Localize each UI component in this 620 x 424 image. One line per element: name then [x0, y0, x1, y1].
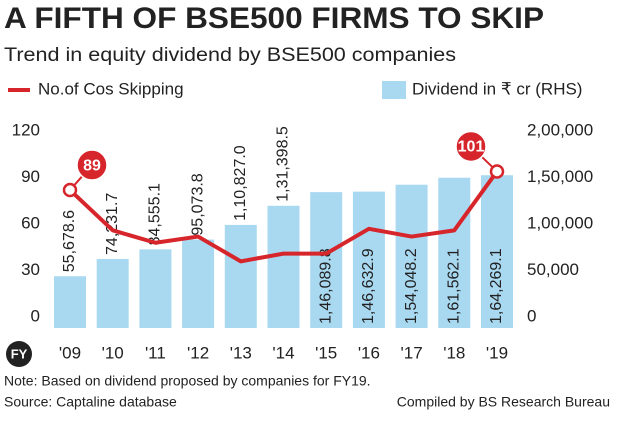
y-tick-label: 30: [21, 260, 40, 279]
y2-tick-label: 1,50,000: [527, 167, 593, 186]
bar: [310, 192, 343, 328]
value-label: 1,10,827.0: [232, 145, 249, 221]
bar: [481, 175, 513, 328]
credit: Compiled by BS Research Bureau: [397, 394, 610, 410]
value-label: 89: [83, 157, 101, 174]
bar: [139, 249, 172, 328]
point: [62, 182, 78, 198]
x-label: FY: [11, 346, 28, 361]
note: Note: Based on dividend proposed by comp…: [4, 373, 371, 389]
x-tick-label: '15: [315, 343, 337, 362]
callout-badge: [76, 149, 108, 181]
bar: [182, 239, 215, 328]
x-tick-label: '13: [230, 343, 252, 362]
point: [489, 164, 505, 179]
x-tick-label: '12: [187, 343, 209, 362]
x-tick-label: '09: [59, 343, 81, 362]
value-label: 55,678.6: [61, 210, 78, 272]
legend-swatch: [382, 81, 406, 99]
value-label: 101: [458, 139, 485, 156]
bar: [395, 184, 428, 328]
source: Source: Captaline database: [4, 394, 177, 410]
y-tick-label: 60: [21, 213, 40, 232]
bar: [438, 177, 471, 328]
x-tick-label: '16: [358, 343, 380, 362]
x-tick-label: '14: [272, 343, 294, 362]
x-tick-label: '18: [443, 343, 465, 362]
value-label: 1,54,048.2: [403, 248, 420, 324]
x-label-badge: [6, 341, 32, 367]
y-tick-label: 0: [31, 306, 40, 325]
line: [68, 170, 499, 264]
chart-subtitle: Trend in equity dividend by BSE500 compa…: [4, 45, 456, 66]
bar: [96, 258, 129, 328]
y2-tick-label: 1,00,000: [527, 213, 593, 232]
value-label: 1,31,398.5: [275, 126, 292, 202]
y2-tick-label: 2,00,000: [527, 120, 593, 139]
legend-label: Dividend in ₹ cr (RHS): [412, 79, 582, 98]
value-label: 84,555.1: [147, 183, 164, 245]
legend-label: No.of Cos Skipping: [38, 79, 184, 98]
y-tick-label: 90: [21, 167, 40, 186]
x-tick-label: '11: [145, 343, 166, 362]
value-label: 1,61,562.1: [446, 248, 463, 324]
chart-title: A FIFTH OF BSE500 FIRMS TO SKIP: [4, 2, 544, 35]
bar: [352, 191, 385, 328]
x-tick-label: '17: [401, 343, 423, 362]
x-tick-label: '10: [102, 343, 124, 362]
callout-badge: [455, 130, 487, 163]
value-label: 95,073.8: [189, 173, 206, 235]
y2-tick-label: 0: [527, 306, 536, 325]
value-label: 74,231.7: [104, 193, 121, 255]
bar: [224, 224, 257, 328]
bar: [267, 205, 300, 328]
x-tick-label: '19: [486, 343, 508, 362]
value-label: 1,46,089.8: [317, 248, 334, 324]
y-tick-label: 120: [12, 120, 40, 139]
y2-tick-label: 50,000: [527, 260, 579, 279]
value-label: 1,64,269.1: [488, 248, 505, 324]
value-label: 1,46,632.9: [360, 248, 377, 324]
bar: [54, 276, 86, 328]
